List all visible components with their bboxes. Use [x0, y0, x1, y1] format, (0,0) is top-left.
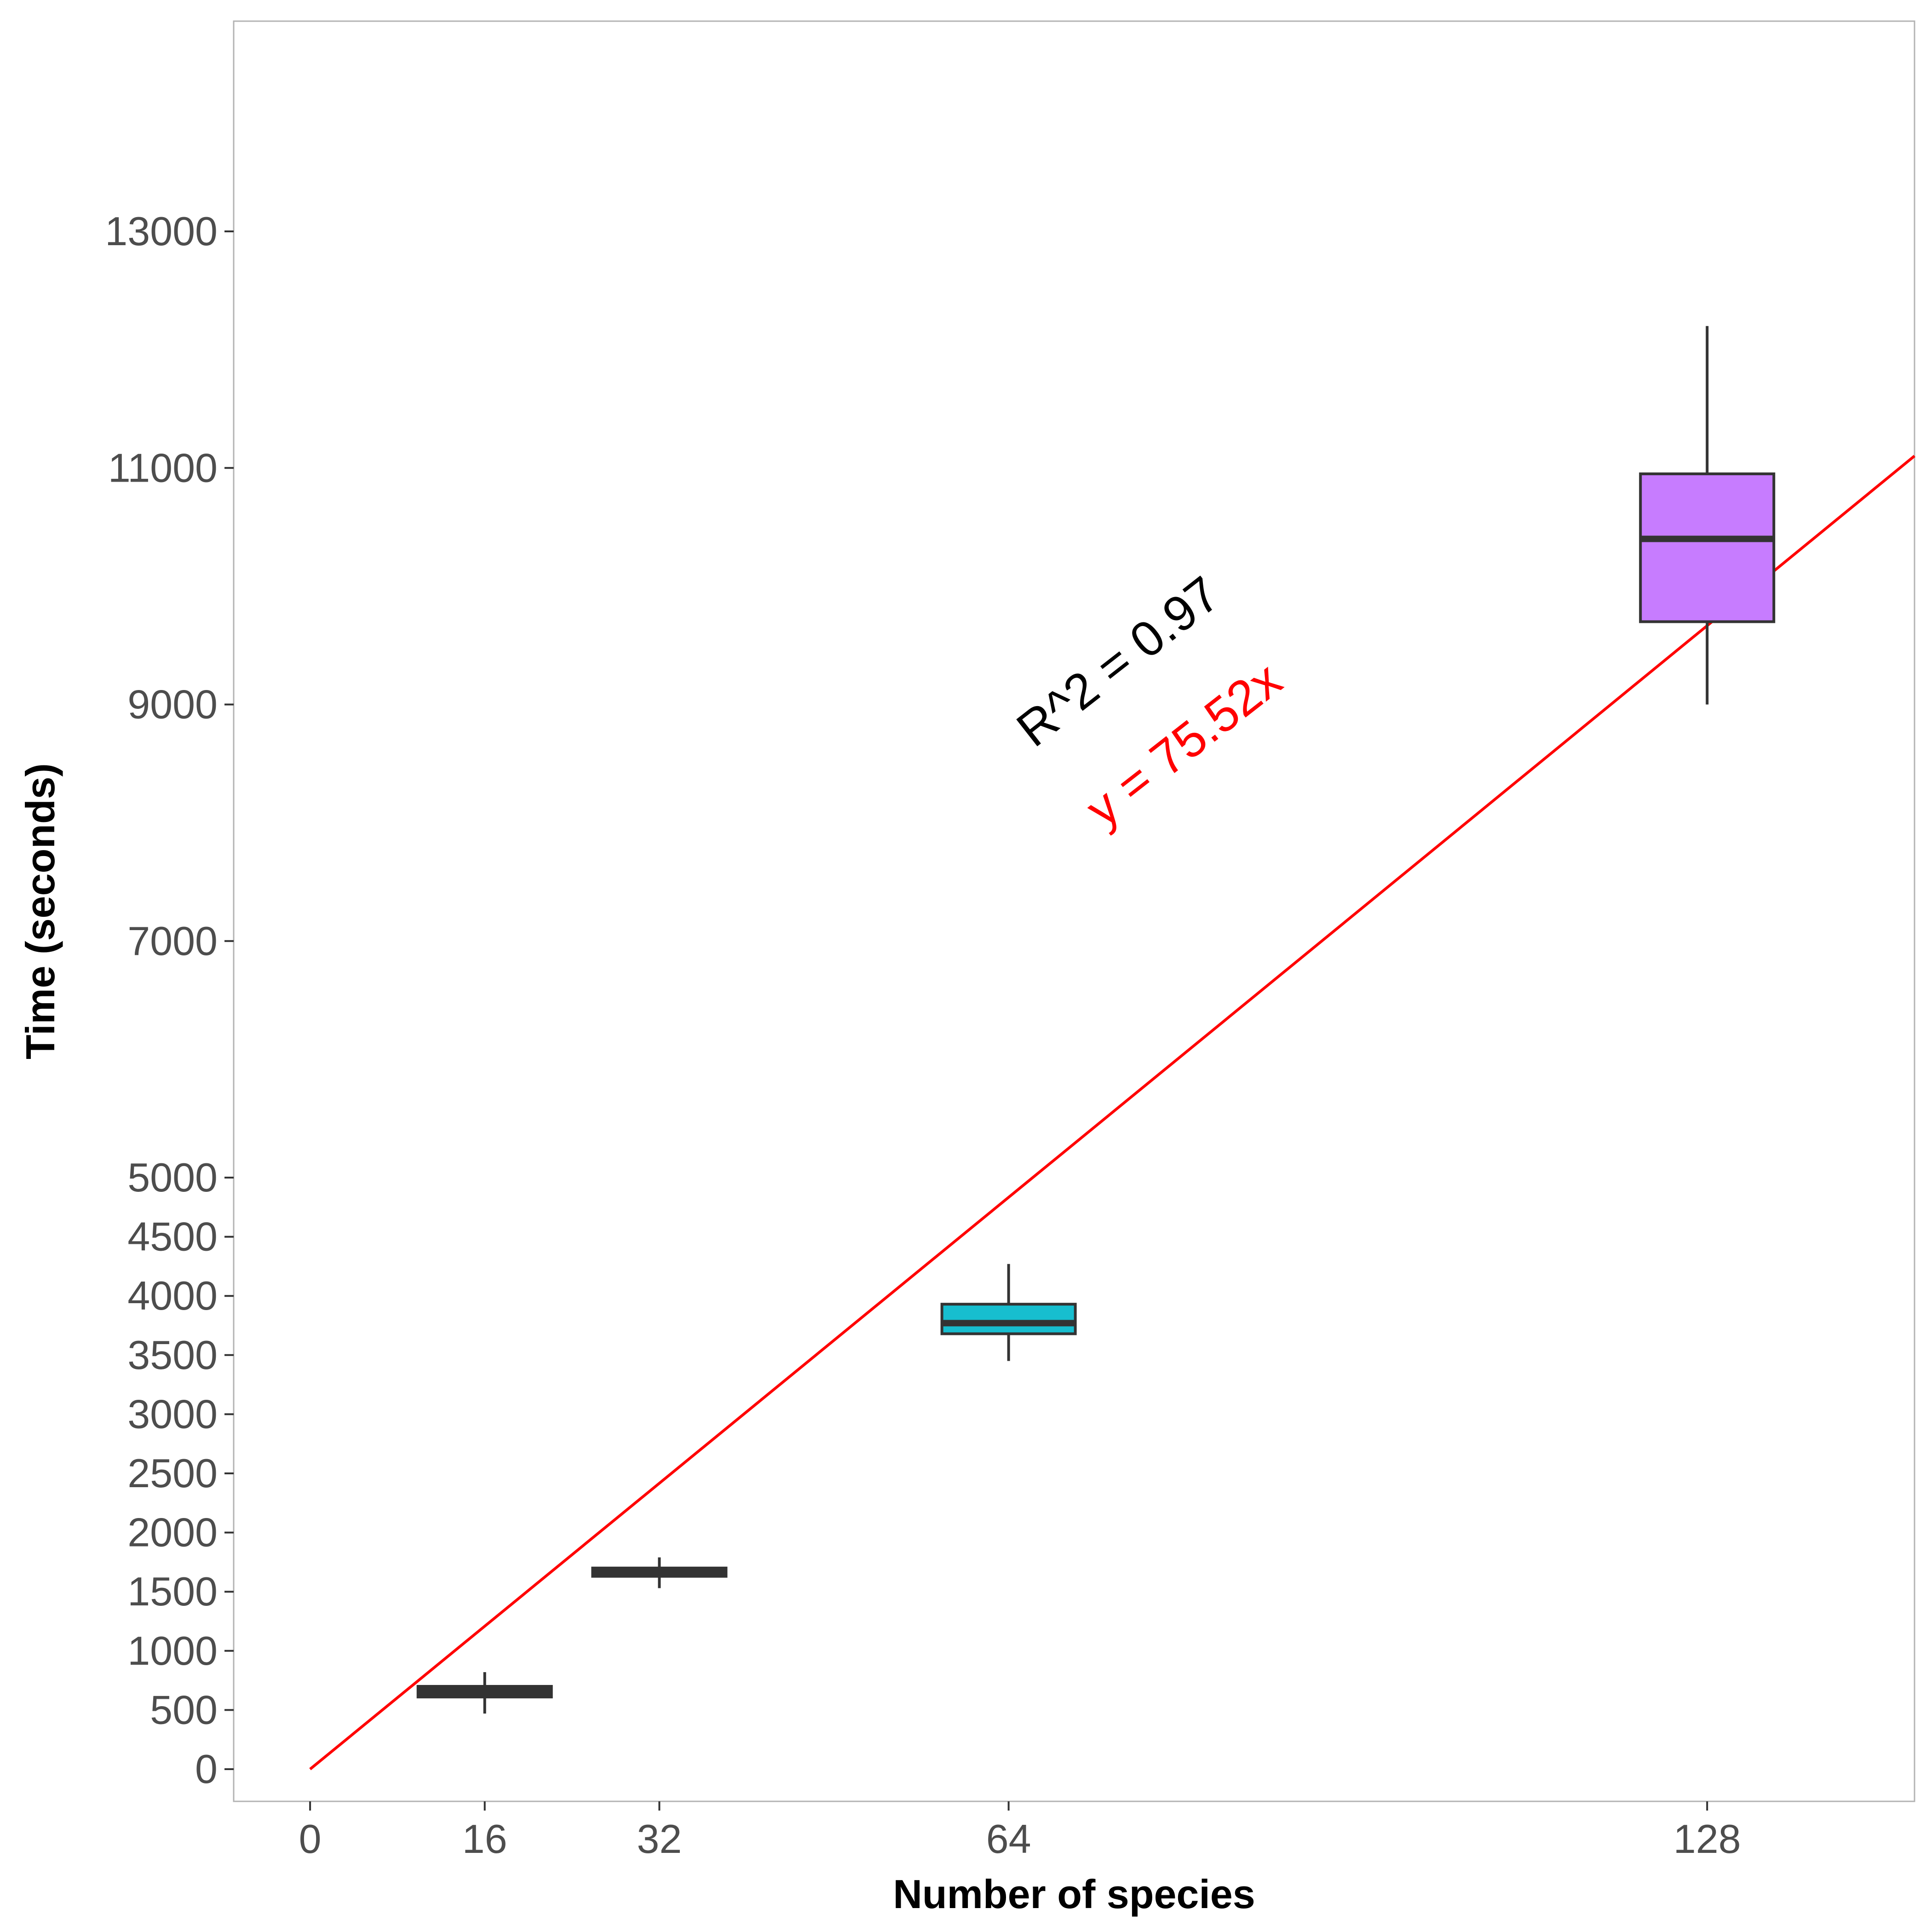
y-tick-label: 3500 [127, 1332, 218, 1378]
plot-panel [233, 20, 1915, 1802]
y-tick-label: 7000 [127, 918, 218, 964]
y-tick-label: 4500 [127, 1214, 218, 1259]
y-tick-label: 13000 [105, 208, 218, 254]
boxplot [1639, 326, 1776, 705]
boxplot-layer [416, 326, 1776, 1714]
x-tick-label: 64 [986, 1816, 1031, 1862]
fit-line [309, 454, 1915, 1771]
x-axis-title: Number of species [893, 1871, 1255, 1917]
y-tick-label: 2500 [127, 1450, 218, 1496]
y-tick-label: 1500 [127, 1569, 218, 1614]
box-iqr [940, 1303, 1077, 1335]
x-tick-label: 128 [1673, 1816, 1741, 1862]
y-tick-label: 4000 [127, 1273, 218, 1318]
y-axis-title: Time (seconds) [17, 763, 63, 1059]
x-axis: 0 16 32 64 128 [299, 1801, 1741, 1862]
y-axis: 0 500 1000 1500 2000 2500 3000 3500 4000 4500 5000… [105, 208, 234, 1792]
box-iqr [1639, 472, 1776, 623]
y-tick-label: 500 [150, 1687, 218, 1732]
y-tick-label: 11000 [108, 445, 218, 490]
fit-line-layer [309, 454, 1915, 1771]
x-tick-label: 16 [462, 1816, 507, 1862]
y-tick-label: 1000 [127, 1628, 218, 1673]
y-tick-label: 3000 [127, 1391, 218, 1437]
y-tick-label: 2000 [127, 1510, 218, 1555]
boxplot [591, 1557, 728, 1588]
boxplot [416, 1672, 553, 1714]
boxplot [940, 1264, 1077, 1361]
y-tick-label: 5000 [127, 1155, 218, 1200]
x-tick-label: 32 [637, 1816, 682, 1862]
y-tick-label: 9000 [127, 682, 218, 727]
x-tick-label: 0 [299, 1816, 322, 1862]
y-tick-label: 0 [195, 1746, 218, 1792]
